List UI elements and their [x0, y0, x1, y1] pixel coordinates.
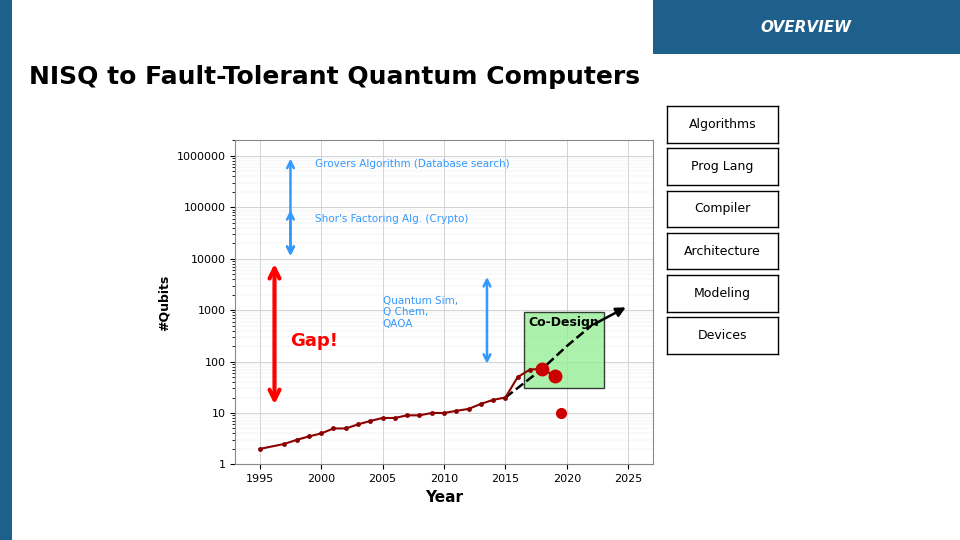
Text: NISQ to Fault-Tolerant Quantum Computers: NISQ to Fault-Tolerant Quantum Computers [29, 65, 639, 89]
Text: Devices: Devices [698, 329, 747, 342]
Text: Gap!: Gap! [291, 332, 338, 350]
Text: Co-Design: Co-Design [528, 316, 599, 329]
Text: Prog Lang: Prog Lang [691, 160, 754, 173]
Text: Grovers Algorithm (Database search): Grovers Algorithm (Database search) [315, 159, 510, 169]
X-axis label: Year: Year [425, 490, 463, 505]
Y-axis label: #Qubits: #Qubits [158, 274, 171, 330]
Text: Shor's Factoring Alg. (Crypto): Shor's Factoring Alg. (Crypto) [315, 214, 468, 224]
Text: Architecture: Architecture [684, 245, 760, 258]
Text: Compiler: Compiler [694, 202, 751, 215]
Text: OVERVIEW: OVERVIEW [761, 19, 852, 35]
Polygon shape [524, 313, 604, 388]
Text: Algorithms: Algorithms [688, 118, 756, 131]
Text: Quantum Sim,
Q Chem,
QAOA: Quantum Sim, Q Chem, QAOA [383, 296, 458, 329]
Text: Modeling: Modeling [694, 287, 751, 300]
